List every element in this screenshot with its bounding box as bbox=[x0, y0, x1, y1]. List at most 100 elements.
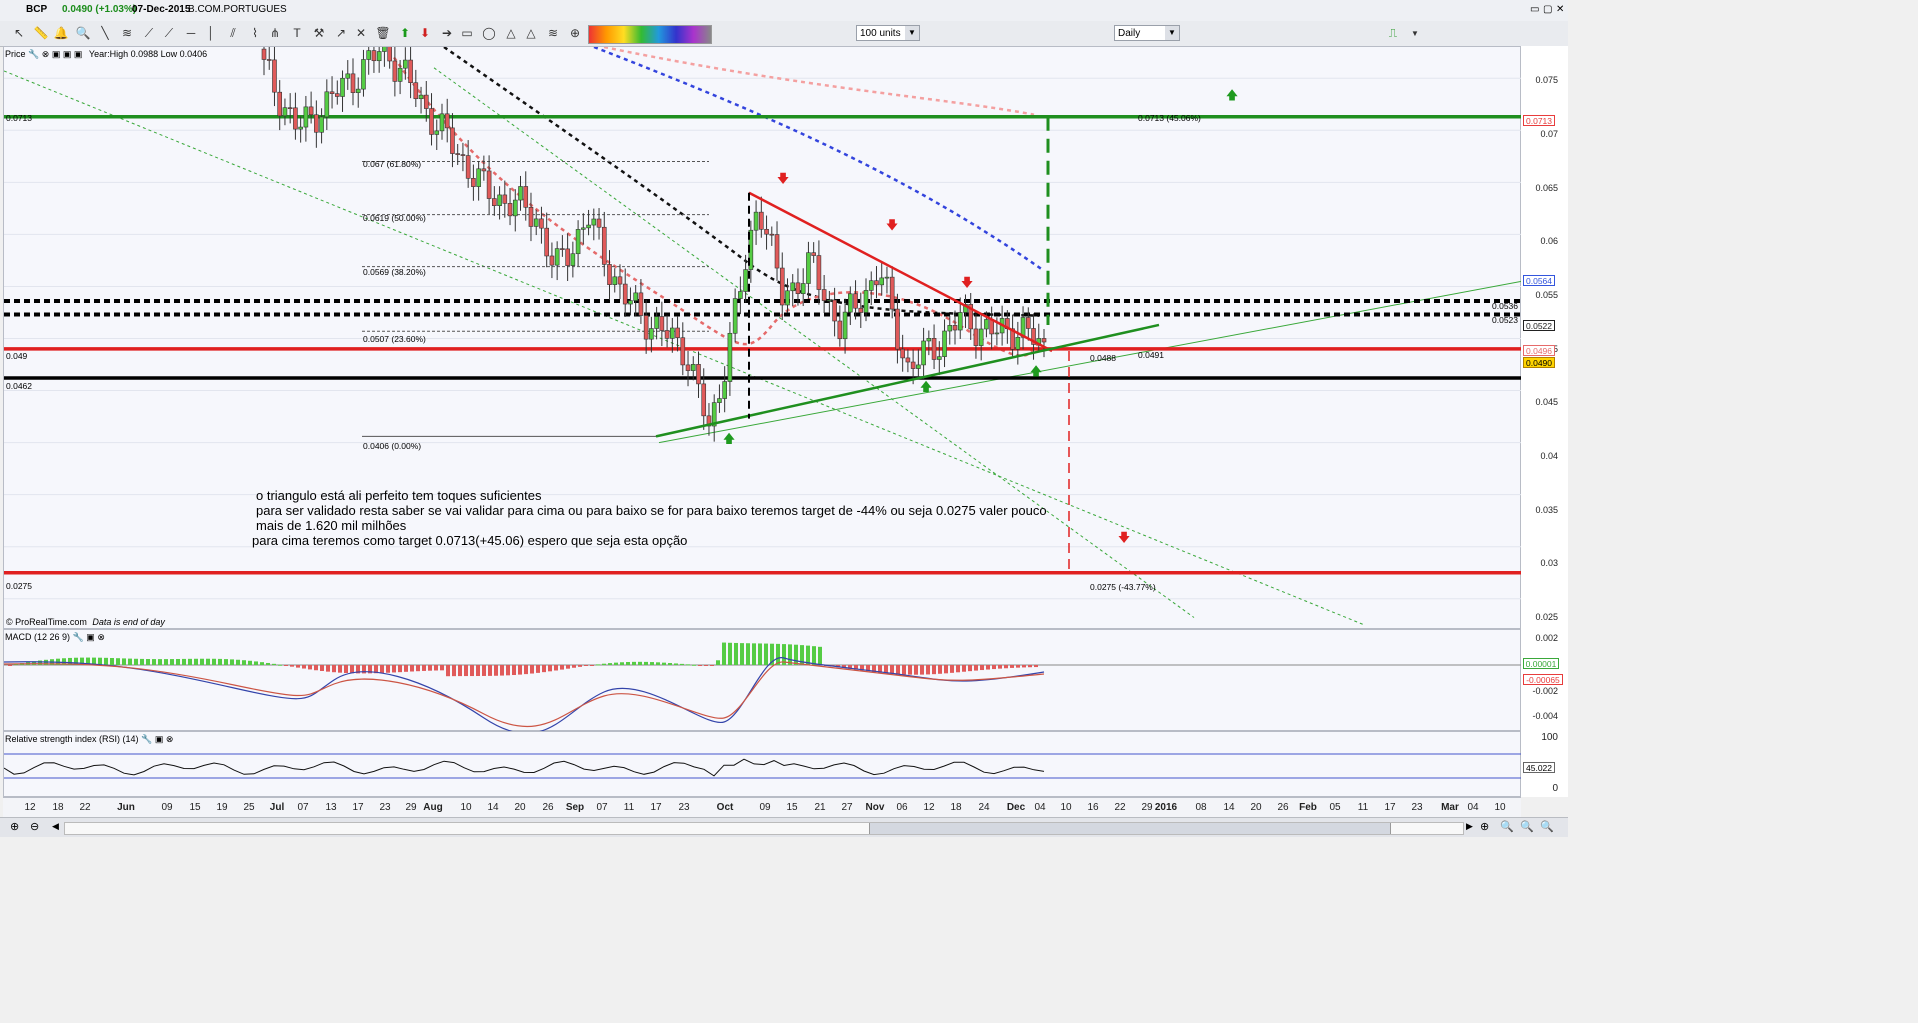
macd-histogram-bar bbox=[398, 665, 402, 673]
triangle-icon[interactable]: △ bbox=[506, 26, 516, 40]
minimize-icon[interactable]: ▭ bbox=[1530, 4, 1540, 15]
macd-histogram-bar bbox=[608, 663, 612, 665]
level-label-0275: 0.0275 bbox=[6, 581, 32, 591]
candle-body bbox=[837, 320, 843, 340]
wrench-icon[interactable]: 🔧 bbox=[28, 49, 40, 59]
bell-icon[interactable]: 🔔 bbox=[53, 26, 69, 40]
candle-body bbox=[444, 113, 450, 129]
x-tick: 10 bbox=[460, 802, 472, 813]
window-icon[interactable]: ▣ bbox=[154, 734, 164, 744]
wrench-icon[interactable]: 🔧 bbox=[72, 632, 84, 642]
x-tick: Dec bbox=[1006, 802, 1026, 813]
zoom-icon[interactable]: 🔍 bbox=[75, 26, 91, 40]
macd-panel[interactable]: MACD (12 26 9) 🔧 ▣ ⊗ bbox=[3, 629, 1522, 732]
hline-icon[interactable]: ─ bbox=[186, 26, 196, 40]
candle-body bbox=[842, 311, 848, 340]
candle-body bbox=[575, 229, 581, 255]
zoom-plus-icon[interactable]: 🔍 bbox=[1520, 821, 1534, 833]
price-y-axis[interactable]: 0.075 0.07 0.065 0.06 0.055 0.05 0.045 0… bbox=[1521, 46, 1568, 629]
close-icon[interactable]: ✕ bbox=[1556, 4, 1565, 15]
scroll-left-icon[interactable]: ◀ bbox=[52, 821, 59, 831]
candle-body bbox=[905, 357, 911, 363]
window-icon[interactable]: ▣ bbox=[86, 632, 95, 642]
text-icon[interactable]: T bbox=[293, 26, 301, 40]
candle-body bbox=[643, 315, 649, 340]
zoom-minus-icon[interactable]: 🔍 bbox=[1500, 821, 1514, 833]
right-arrow-icon[interactable]: ➔ bbox=[441, 26, 453, 40]
arrow-line-icon[interactable]: ↗ bbox=[335, 26, 347, 40]
fan-icon[interactable]: ⌇ bbox=[252, 26, 258, 40]
macd-histogram-bar bbox=[662, 662, 666, 665]
x-tick: 17 bbox=[352, 802, 364, 813]
pitchfork-icon[interactable]: ⋔ bbox=[269, 26, 281, 40]
line-icon[interactable]: ⟋ bbox=[144, 25, 154, 40]
zoom-out-icon[interactable]: ⊖ bbox=[30, 821, 40, 833]
zoom-in-icon[interactable]: ⊕ bbox=[1480, 821, 1490, 833]
maximize-icon[interactable]: ▢ bbox=[1543, 4, 1553, 15]
candle-body bbox=[261, 48, 267, 60]
x-tick: 22 bbox=[79, 802, 91, 813]
fib-extension-icon[interactable]: ≋ bbox=[547, 26, 559, 40]
trendline-icon[interactable]: ╲ bbox=[101, 26, 109, 40]
zoom-reset-icon[interactable]: 🔍 bbox=[1540, 821, 1554, 833]
fib-label: 0.067 (61.80%) bbox=[363, 159, 422, 169]
candle-body bbox=[968, 304, 974, 330]
symbol-label[interactable]: BCP bbox=[26, 4, 48, 15]
price-tag: 0.0713 bbox=[1523, 115, 1555, 126]
indicator-icon[interactable]: ⎍ bbox=[1388, 25, 1398, 40]
candle-body bbox=[570, 253, 576, 266]
ruler-icon[interactable]: 📏 bbox=[33, 26, 49, 40]
candle-body bbox=[821, 289, 827, 301]
settings-icon[interactable]: ▣ bbox=[62, 49, 72, 59]
down-arrow-icon[interactable]: ⬇ bbox=[419, 26, 431, 40]
cross-icon[interactable]: ✕ bbox=[355, 26, 367, 40]
level-label-0462: 0.0462 bbox=[6, 381, 32, 391]
trash-icon[interactable]: 🗑 bbox=[375, 26, 391, 40]
macd-histogram-bar bbox=[62, 658, 66, 665]
rectangle-icon[interactable]: ▭ bbox=[461, 26, 473, 40]
macd-histogram-bar bbox=[482, 665, 486, 676]
macd-histogram-bar bbox=[890, 665, 894, 674]
ellipse-icon[interactable]: ◯ bbox=[482, 26, 496, 40]
pointer-icon[interactable]: ↖ bbox=[13, 26, 25, 40]
instrument-name: B.COM.PORTUGUES bbox=[188, 4, 287, 15]
zoom-fit-icon[interactable]: ⊕ bbox=[10, 821, 20, 833]
period-select[interactable]: Daily ▼ bbox=[1114, 25, 1180, 41]
tools-icon[interactable]: ⚒ bbox=[313, 26, 325, 40]
fib-icon[interactable]: ≋ bbox=[121, 26, 133, 40]
candle-body bbox=[690, 364, 696, 371]
price-panel[interactable]: 🡇 🡇 🡇 🡇 🡅 🡅 🡅 🡅 Price 🔧 ⊗ ▣ ▣ ▣ Year:High 0.098… bbox=[3, 46, 1522, 629]
channel-icon[interactable]: ⫽ bbox=[230, 25, 236, 40]
close-icon[interactable]: ⊗ bbox=[41, 49, 50, 59]
macd-histogram-bar bbox=[986, 665, 990, 670]
rsi-panel[interactable]: Relative strength index (RSI) (14) 🔧 ▣ ⊗ bbox=[3, 731, 1522, 797]
close-icon[interactable]: ⊗ bbox=[165, 734, 174, 744]
triangle2-icon[interactable]: △ bbox=[526, 26, 536, 40]
vline-icon[interactable]: │ bbox=[207, 26, 215, 40]
wrench-icon[interactable]: 🔧 bbox=[141, 734, 153, 744]
chevron-down-icon[interactable]: ▼ bbox=[1411, 28, 1419, 38]
measure-icon[interactable]: ⊕ bbox=[569, 26, 581, 40]
triangle-resistance-line bbox=[748, 191, 1053, 353]
candle-body bbox=[874, 280, 879, 286]
y-tick: 100 bbox=[1541, 732, 1558, 743]
macd-histogram-bar bbox=[716, 660, 720, 665]
macd-histogram-bar bbox=[494, 665, 498, 676]
close-icon[interactable]: ⊗ bbox=[97, 632, 105, 642]
x-tick: 11 bbox=[623, 802, 635, 813]
candle-body bbox=[319, 116, 324, 133]
candle-body bbox=[717, 398, 722, 403]
macd-histogram-bar bbox=[308, 665, 312, 670]
scroll-right-icon[interactable]: ▶ bbox=[1466, 821, 1473, 831]
copy-icon[interactable]: ▣ bbox=[73, 49, 83, 59]
y-tick: -0.004 bbox=[1532, 711, 1558, 721]
macd-histogram-bar bbox=[128, 658, 132, 665]
x-axis[interactable]: 12 18 22 Jun 09 15 19 25 Jul 07 13 17 23 29 Aug 10 14 20 2… bbox=[3, 797, 1521, 818]
window-icon[interactable]: ▣ bbox=[51, 49, 61, 59]
ray-icon[interactable]: ⟋ bbox=[164, 25, 174, 40]
up-arrow-icon[interactable]: ⬆ bbox=[399, 26, 411, 40]
horizontal-scrollbar[interactable] bbox=[64, 822, 1464, 835]
scrollbar-thumb[interactable] bbox=[869, 823, 1391, 834]
color-palette[interactable] bbox=[588, 25, 712, 44]
units-select[interactable]: 100 units ▼ bbox=[856, 25, 920, 41]
